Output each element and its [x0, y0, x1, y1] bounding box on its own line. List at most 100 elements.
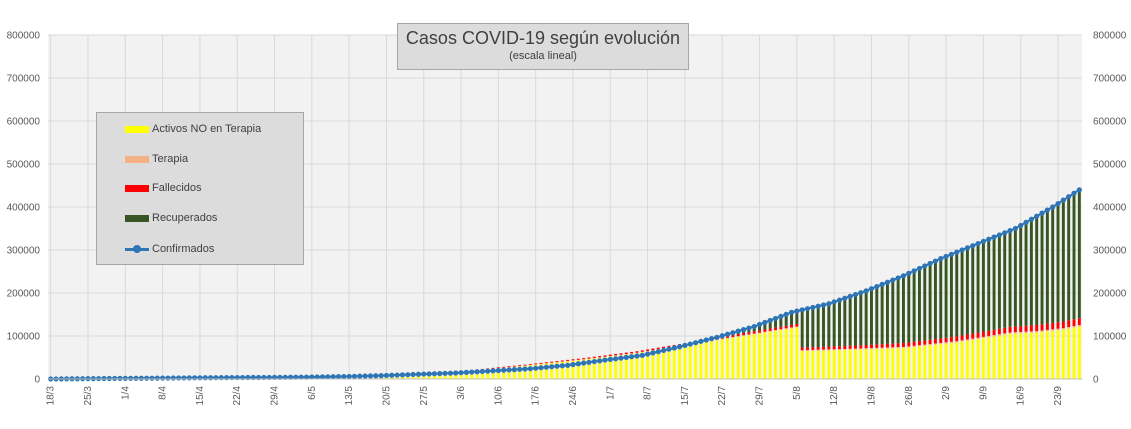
bar-activos [907, 347, 911, 379]
bar-fallecidos [1051, 322, 1055, 330]
bar-terapia [1051, 329, 1055, 331]
bar-fallecidos [534, 363, 538, 365]
bar-terapia [1024, 331, 1028, 334]
x-tick-label: 24/6 [568, 386, 579, 406]
bar-terapia [822, 349, 825, 351]
bar-recuperados [784, 314, 788, 326]
bar-activos [667, 348, 671, 379]
confirmados-point [383, 372, 390, 379]
bar-activos [806, 350, 809, 379]
bar-terapia [981, 336, 985, 339]
bar-activos [955, 342, 959, 379]
bar-fallecidos [997, 328, 1001, 335]
bar-fallecidos [523, 364, 527, 366]
bar-activos [1040, 331, 1044, 379]
x-tick-label: 23/9 [1053, 386, 1064, 406]
bar-fallecidos [726, 335, 730, 338]
bar-terapia [1035, 331, 1039, 333]
confirmados-point [826, 301, 832, 307]
bar-recuperados [992, 237, 996, 330]
bar-activos [1019, 333, 1023, 379]
bar-recuperados [806, 308, 809, 348]
confirmados-point [618, 355, 624, 361]
confirmados-point [607, 356, 613, 363]
bar-terapia [1013, 332, 1017, 334]
confirmados-point [415, 371, 422, 377]
bar-activos [816, 350, 820, 379]
bar-fallecidos [928, 339, 932, 345]
chart-legend: Activos NO en Terapia Terapia Fallecidos… [96, 112, 304, 265]
bar-recuperados [1061, 200, 1065, 322]
x-tick-label: 15/7 [680, 386, 691, 406]
bar-terapia [891, 347, 895, 349]
y-tick-label-right: 700000 [1093, 74, 1127, 85]
y-tick-label-right: 200000 [1093, 289, 1127, 300]
bar-fallecidos [838, 346, 841, 350]
confirmados-point [426, 371, 432, 377]
confirmados-point [1055, 200, 1061, 207]
bar-terapia [790, 327, 793, 329]
bar-recuperados [923, 265, 927, 341]
bar-recuperados [1019, 225, 1023, 327]
confirmados-point [778, 313, 784, 320]
bar-fallecidos [1019, 326, 1023, 332]
x-tick-label: 5/8 [792, 386, 803, 400]
bar-activos [832, 350, 836, 379]
confirmados-point [538, 365, 544, 371]
bar-terapia [1072, 326, 1076, 328]
bar-terapia [848, 348, 852, 350]
bar-recuperados [1003, 232, 1007, 328]
bar-recuperados [827, 303, 831, 347]
bar-fallecidos [832, 346, 836, 350]
bar-activos [662, 348, 666, 379]
confirmados-point [351, 373, 358, 379]
bar-fallecidos [1077, 318, 1081, 326]
bar-fallecidos [635, 351, 639, 353]
confirmados-point [458, 370, 464, 376]
bar-fallecidos [539, 362, 543, 364]
x-tick-label: 17/6 [531, 386, 542, 406]
bar-fallecidos [736, 334, 740, 337]
confirmados-point [703, 337, 709, 343]
legend-label-recuperados: Recuperados [152, 212, 218, 224]
y-tick-label-right: 300000 [1093, 246, 1127, 257]
bar-fallecidos [779, 326, 783, 330]
confirmados-point [117, 375, 123, 381]
legend-label-confirmados: Confirmados [152, 243, 215, 255]
bar-fallecidos [917, 341, 921, 346]
bar-activos [496, 368, 500, 379]
bar-activos [848, 349, 852, 379]
bar-fallecidos [987, 330, 991, 336]
confirmados-point [820, 302, 827, 308]
bar-fallecidos [582, 358, 586, 360]
bar-activos [1077, 326, 1081, 379]
bar-recuperados [832, 301, 836, 347]
confirmados-point [863, 288, 869, 294]
bar-activos [891, 348, 895, 379]
y-tick-label-left: 400000 [7, 203, 41, 214]
bar-fallecidos [496, 367, 500, 369]
bar-fallecidos [651, 348, 655, 351]
bar-fallecidos [870, 344, 873, 349]
bar-terapia [795, 326, 799, 328]
bar-activos [742, 336, 746, 379]
bar-terapia [1061, 328, 1065, 330]
bar-activos [1045, 331, 1049, 379]
confirmados-point [405, 372, 411, 378]
confirmados-point [1044, 207, 1050, 213]
confirmados-point [1071, 190, 1077, 196]
bar-recuperados [848, 296, 852, 346]
bar-terapia [779, 329, 783, 330]
bar-activos [491, 368, 495, 379]
confirmados-point [650, 350, 656, 356]
bar-activos [838, 350, 841, 379]
chart-title-box: Casos COVID-19 según evolución (escala l… [397, 23, 689, 70]
confirmados-point [948, 251, 955, 257]
bar-activos [992, 336, 996, 379]
confirmados-point [938, 256, 944, 262]
bar-fallecidos [560, 360, 564, 362]
bar-terapia [971, 338, 975, 340]
legend-item-confirmados: Confirmados [125, 241, 214, 257]
confirmados-point [325, 374, 331, 380]
bar-recuperados [875, 286, 879, 345]
